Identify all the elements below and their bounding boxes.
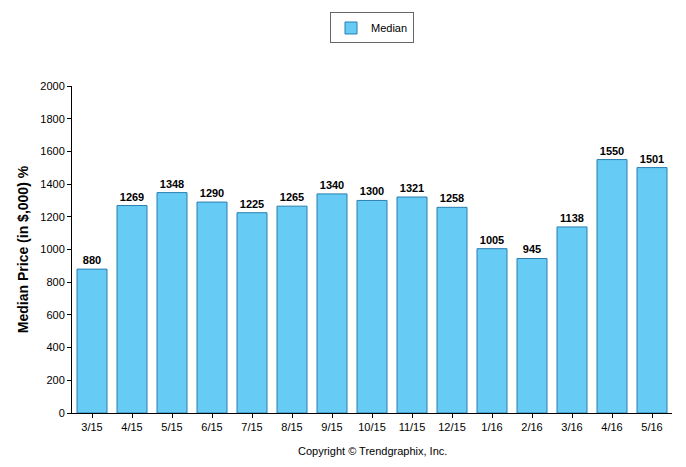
- svg-text:1550: 1550: [600, 145, 624, 157]
- svg-text:1000: 1000: [40, 243, 64, 255]
- svg-text:4/15: 4/15: [121, 421, 142, 433]
- svg-text:1400: 1400: [40, 178, 64, 190]
- svg-text:400: 400: [46, 341, 64, 353]
- svg-text:1005: 1005: [480, 234, 504, 246]
- svg-text:4/16: 4/16: [601, 421, 622, 433]
- svg-text:9/15: 9/15: [321, 421, 342, 433]
- svg-text:0: 0: [59, 407, 65, 419]
- svg-text:3/15: 3/15: [81, 421, 102, 433]
- svg-text:1501: 1501: [640, 153, 664, 165]
- svg-text:1290: 1290: [200, 187, 224, 199]
- svg-text:7/15: 7/15: [241, 421, 262, 433]
- svg-text:1348: 1348: [160, 178, 184, 190]
- svg-text:10/15: 10/15: [358, 421, 386, 433]
- svg-text:1200: 1200: [40, 211, 64, 223]
- svg-text:1265: 1265: [280, 191, 304, 203]
- svg-text:1138: 1138: [560, 212, 584, 224]
- svg-text:5/15: 5/15: [161, 421, 182, 433]
- svg-text:1258: 1258: [440, 192, 464, 204]
- svg-text:8/15: 8/15: [281, 421, 302, 433]
- svg-text:1340: 1340: [320, 179, 344, 191]
- svg-text:880: 880: [83, 254, 101, 266]
- svg-text:200: 200: [46, 374, 64, 386]
- svg-text:11/15: 11/15: [399, 421, 426, 433]
- svg-text:2/16: 2/16: [521, 421, 542, 433]
- svg-text:945: 945: [523, 243, 541, 255]
- svg-text:6/15: 6/15: [201, 421, 222, 433]
- svg-text:12/15: 12/15: [438, 421, 466, 433]
- svg-text:1600: 1600: [40, 145, 64, 157]
- svg-text:1321: 1321: [400, 182, 424, 194]
- svg-text:800: 800: [46, 276, 64, 288]
- svg-text:1225: 1225: [240, 198, 264, 210]
- svg-text:3/16: 3/16: [561, 421, 582, 433]
- svg-text:1269: 1269: [120, 191, 144, 203]
- svg-text:Copyright © Trendgraphix, Inc.: Copyright © Trendgraphix, Inc.: [298, 445, 447, 457]
- svg-text:Median Price (in $,000) %: Median Price (in $,000) %: [15, 165, 31, 333]
- svg-text:1800: 1800: [40, 113, 64, 125]
- svg-text:5/16: 5/16: [641, 421, 662, 433]
- svg-text:2000: 2000: [40, 80, 64, 92]
- svg-text:1300: 1300: [360, 185, 384, 197]
- svg-text:1/16: 1/16: [481, 421, 502, 433]
- svg-text:600: 600: [46, 309, 64, 321]
- svg-text:Median: Median: [371, 22, 407, 34]
